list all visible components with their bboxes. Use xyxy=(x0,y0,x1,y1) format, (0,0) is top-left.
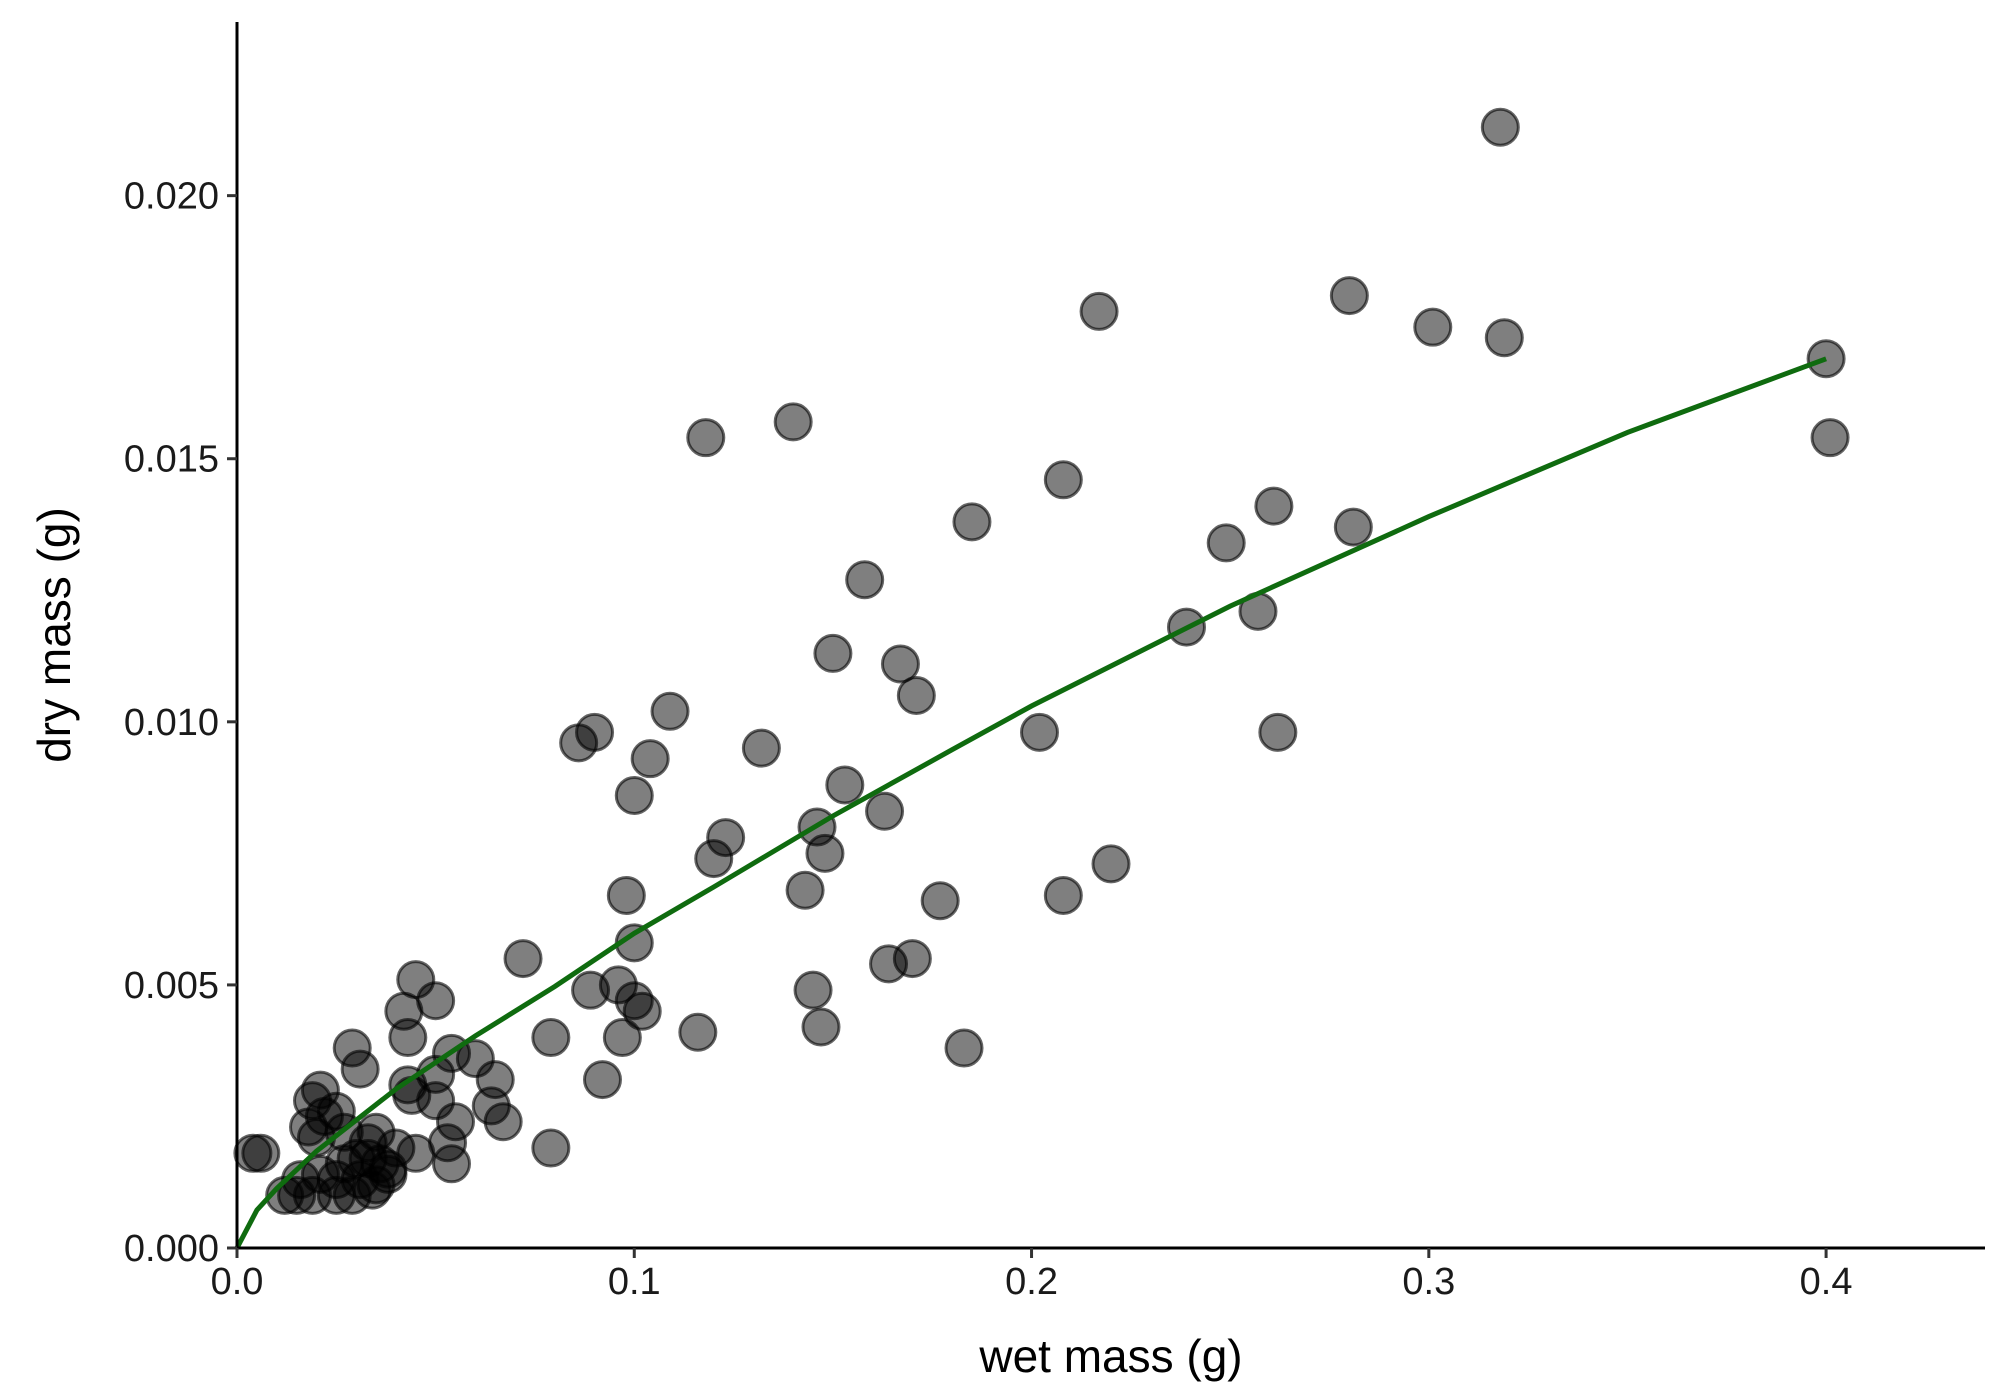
data-point xyxy=(694,839,734,879)
x-axis-ticks: 0.0 0.1 0.2 0.3 0.4 xyxy=(211,1248,1853,1303)
x-tick-label: 0.2 xyxy=(1005,1261,1058,1303)
data-point xyxy=(368,1149,408,1189)
data-point xyxy=(1484,318,1524,358)
data-point xyxy=(1329,276,1369,316)
data-point xyxy=(920,881,960,921)
data-point xyxy=(865,791,905,831)
data-point xyxy=(785,870,825,910)
data-point xyxy=(1079,291,1119,331)
y-tick-label: 0.000 xyxy=(124,1228,219,1270)
data-point xyxy=(614,775,654,815)
y-tick-label: 0.010 xyxy=(124,702,219,744)
x-tick-label: 0.0 xyxy=(211,1261,264,1303)
data-point xyxy=(1254,486,1294,526)
data-point xyxy=(531,1128,571,1168)
data-point xyxy=(801,1007,841,1047)
data-point xyxy=(602,1018,642,1058)
data-point xyxy=(686,418,726,458)
data-point xyxy=(432,1144,472,1184)
data-point xyxy=(741,728,781,768)
data-point xyxy=(606,875,646,915)
data-point xyxy=(1480,107,1520,147)
data-point xyxy=(388,1018,428,1058)
x-tick-label: 0.4 xyxy=(1800,1261,1853,1303)
data-point xyxy=(813,633,853,673)
data-point xyxy=(896,676,936,716)
data-point xyxy=(845,560,885,600)
y-axis-title: dry mass (g) xyxy=(28,507,80,763)
data-point xyxy=(1043,460,1083,500)
fit-curve xyxy=(234,356,1827,1250)
x-axis-title: wet mass (g) xyxy=(978,1330,1242,1382)
y-tick-label: 0.015 xyxy=(124,439,219,481)
y-tick-label: 0.020 xyxy=(124,176,219,218)
data-points-layer xyxy=(233,107,1850,1215)
data-point xyxy=(952,502,992,542)
data-point xyxy=(892,939,932,979)
data-point xyxy=(1810,418,1850,458)
data-point xyxy=(1806,339,1846,379)
data-point xyxy=(582,1060,622,1100)
data-point xyxy=(241,1133,281,1173)
data-point xyxy=(630,739,670,779)
y-axis-ticks: 0.000 0.005 0.010 0.015 0.020 xyxy=(124,176,237,1270)
data-point xyxy=(340,1049,380,1089)
data-point xyxy=(324,1144,364,1184)
data-point xyxy=(773,402,813,442)
data-point xyxy=(1258,712,1298,752)
data-point xyxy=(944,1028,984,1068)
data-point xyxy=(483,1102,523,1142)
x-tick-label: 0.1 xyxy=(608,1261,661,1303)
data-point xyxy=(880,644,920,684)
data-point xyxy=(622,991,662,1031)
data-point xyxy=(1043,875,1083,915)
data-point xyxy=(1413,307,1453,347)
data-point xyxy=(793,970,833,1010)
data-point xyxy=(531,1018,571,1058)
data-point xyxy=(805,833,845,873)
data-point xyxy=(678,1012,718,1052)
data-point xyxy=(559,723,599,763)
x-tick-label: 0.3 xyxy=(1402,1261,1455,1303)
data-point xyxy=(650,691,690,731)
data-point xyxy=(503,939,543,979)
data-point xyxy=(1206,523,1246,563)
data-point xyxy=(1019,712,1059,752)
data-point xyxy=(825,765,865,805)
data-point xyxy=(1091,844,1131,884)
data-point xyxy=(1333,507,1373,547)
y-tick-label: 0.005 xyxy=(124,965,219,1007)
